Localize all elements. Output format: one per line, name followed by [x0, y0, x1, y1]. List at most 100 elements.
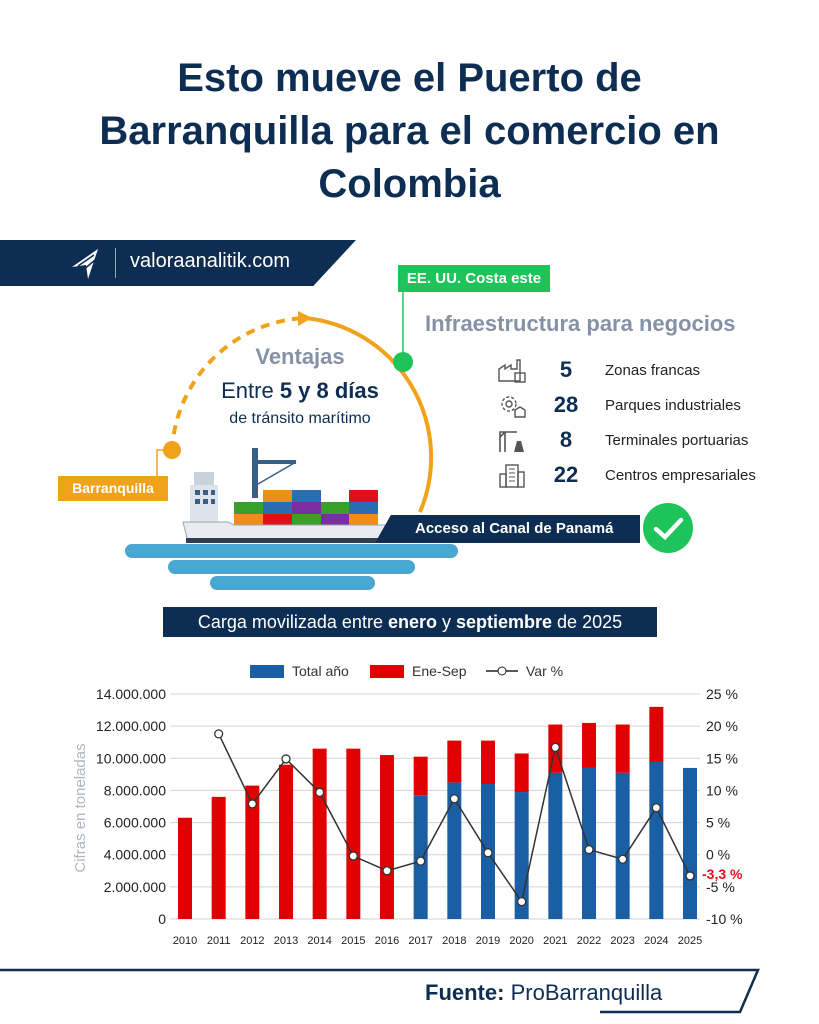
brand-banner — [0, 240, 356, 286]
port-crane-icon — [499, 431, 524, 452]
origin-label: Barranquilla — [58, 476, 168, 501]
infra-label: Centros empresariales — [605, 466, 756, 484]
y-tick-label: 8.000.000 — [104, 782, 166, 798]
bar-enesep-2018 — [447, 740, 462, 783]
chart-title-bold: enero — [387, 612, 437, 632]
destination-label: EE. UU. Costa este — [398, 265, 550, 292]
office-building-icon — [499, 464, 525, 488]
var-point-2016 — [382, 866, 392, 876]
bar-enesep-2016 — [380, 755, 394, 919]
site-url[interactable]: valoraanalitik.com — [130, 250, 291, 272]
chart-title-text: de 2025 — [552, 612, 623, 632]
transit-days-value: 5 y 8 días — [279, 378, 379, 403]
legend-label: Total año — [292, 663, 349, 679]
route-solid — [304, 316, 434, 513]
bar-enesep-2019 — [481, 740, 495, 784]
bar-total-2021 — [548, 772, 563, 919]
y-tick-label: 0 — [158, 911, 166, 927]
x-tick-label: 2024 — [644, 935, 668, 947]
var-point-2022 — [584, 844, 594, 855]
legend-swatch — [250, 664, 284, 678]
check-icon — [643, 503, 693, 553]
bar-enesep-2015 — [346, 748, 361, 919]
title-line: Barranquilla para el comercio en — [99, 109, 720, 153]
x-tick-label: 2014 — [307, 935, 331, 947]
bar-enesep-2011 — [211, 796, 226, 919]
transit-subtitle: de tránsito marítimo — [229, 410, 371, 427]
y2-tick-label: 10 % — [706, 782, 738, 798]
legend-line-marker — [486, 666, 518, 676]
infra-label: Zonas francas — [605, 361, 701, 379]
x-tick-label: 2010 — [173, 935, 197, 947]
bar-total-2018 — [447, 782, 462, 919]
bar-enesep-2010 — [178, 817, 192, 919]
x-tick-label: 2011 — [207, 935, 231, 947]
bar-enesep-2017 — [413, 756, 428, 796]
title-line: Colombia — [318, 162, 501, 206]
var-point-2015 — [348, 851, 358, 861]
y2-tick-label: 5 % — [706, 815, 730, 831]
bar-enesep-2014 — [312, 748, 327, 919]
infra-item: 5 Zonas francas — [497, 355, 700, 385]
valora-analitik-logo-icon — [72, 249, 98, 279]
chart-title-text: y — [436, 612, 456, 632]
x-tick-label: 2023 — [610, 935, 634, 947]
infra-value: 22 — [553, 462, 579, 487]
var-point-2024 — [651, 803, 661, 813]
destination-dot — [393, 352, 413, 372]
var-point-2013 — [281, 754, 291, 764]
bar-total-2024 — [649, 761, 664, 919]
y-tick-label: 4.000.000 — [104, 847, 166, 863]
bar-enesep-2022 — [582, 722, 596, 768]
origin-dot — [163, 441, 181, 459]
x-tick-label: 2025 — [678, 935, 702, 947]
y2-tick-label: 20 % — [706, 718, 738, 734]
y-tick-label: 14.000.000 — [96, 686, 166, 702]
infra-label: Terminales portuarias — [605, 431, 749, 449]
infra-value: 8 — [559, 427, 573, 452]
transit-days: Entre 5 y 8 días — [180, 378, 420, 404]
x-tick-label: 2017 — [408, 935, 432, 947]
var-point-2018 — [449, 794, 459, 804]
x-tick-label: 2016 — [375, 935, 399, 947]
cargo-ship-icon — [182, 448, 400, 543]
var-point-2014 — [315, 787, 325, 798]
legend-swatch — [370, 664, 404, 678]
legend-var: Var % — [484, 663, 563, 679]
water-wave — [125, 544, 458, 558]
legend-enesep: Ene-Sep — [370, 663, 466, 679]
y-tick-label: 12.000.000 — [96, 718, 166, 734]
transit-days-prefix: Entre — [221, 378, 274, 403]
y-tick-label: 6.000.000 — [104, 815, 166, 831]
x-tick-label: 2022 — [577, 935, 601, 947]
y2-tick-label: -10 % — [706, 911, 743, 927]
y2-tick-label: 25 % — [706, 686, 738, 702]
bar-enesep-2023 — [615, 724, 630, 773]
x-tick-label: 2018 — [442, 935, 466, 947]
water-wave — [168, 560, 415, 574]
bar-total-2023 — [615, 772, 630, 919]
source: Fuente: ProBarranquilla — [425, 980, 662, 1006]
canal-banner: Acceso al Canal de Panamá — [375, 515, 640, 543]
x-tick-label: 2012 — [240, 935, 264, 947]
route-dashed — [170, 316, 306, 451]
chart-title: Carga movilizada entre enero y septiembr… — [163, 607, 657, 637]
bar-enesep-2013 — [279, 764, 293, 919]
source-value: ProBarranquilla — [510, 980, 663, 1005]
x-tick-label: 2013 — [274, 935, 298, 947]
x-tick-label: 2015 — [341, 935, 365, 947]
infra-label: Parques industriales — [605, 396, 741, 414]
source-label: Fuente: — [425, 980, 505, 1005]
var-point-2017 — [416, 856, 426, 866]
legend-label: Ene-Sep — [412, 663, 467, 679]
infra-item: 8 Terminales portuarias — [497, 425, 748, 455]
footer-frame — [0, 968, 760, 1014]
y2-tick-label: 0 % — [706, 847, 730, 863]
arrow-icon — [298, 311, 312, 326]
x-tick-label: 2019 — [476, 935, 500, 947]
var-point-2012 — [247, 799, 257, 809]
y-tick-label: 10.000.000 — [96, 750, 166, 766]
var-point-2019 — [483, 848, 493, 858]
chart-title-text: Carga movilizada entre — [197, 612, 388, 632]
gear-factory-icon — [501, 396, 526, 418]
